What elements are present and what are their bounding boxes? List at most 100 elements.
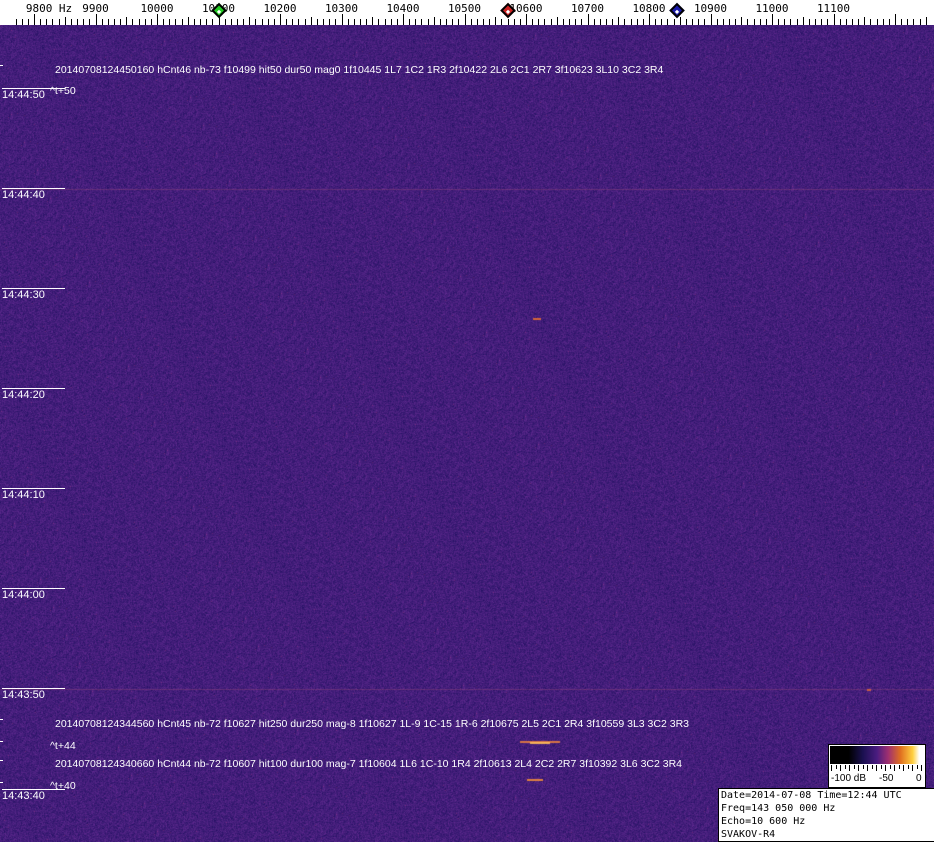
axis-tick (643, 19, 644, 25)
frequency-label: 11000 (755, 2, 789, 15)
axis-tick (797, 19, 798, 25)
axis-tick (409, 19, 410, 25)
axis-tick (243, 19, 244, 25)
frequency-label: 10600 (509, 2, 543, 15)
axis-tick (495, 17, 496, 25)
axis-tick (815, 19, 816, 25)
frequency-label: 9900 (82, 2, 109, 15)
axis-tick (624, 19, 625, 25)
axis-tick (477, 19, 478, 25)
station-name: SVAKOV-R4 (721, 829, 776, 840)
echo-frequency: Echo=10 600 Hz (721, 816, 806, 827)
axis-tick (913, 19, 914, 25)
scale-tick (885, 765, 886, 771)
frequency-label: 10200 (263, 2, 297, 15)
axis-tick (717, 19, 718, 25)
axis-tick (71, 19, 72, 25)
axis-tick (342, 14, 343, 25)
frequency-label: 10400 (386, 2, 420, 15)
scale-tick (903, 765, 904, 771)
blue-marker[interactable] (668, 2, 685, 19)
frequency-label: 9800 Hz (25, 2, 73, 15)
scale-tick (889, 765, 891, 769)
detection-annotation: 20140708124450160 hCnt46 nb-73 f10499 hi… (55, 64, 664, 76)
axis-tick (821, 19, 822, 25)
axis-tick (465, 14, 466, 25)
axis-tick (440, 19, 441, 25)
axis-tick (151, 19, 152, 25)
axis-tick (415, 19, 416, 25)
scale-label: -100 dB (831, 773, 867, 784)
axis-tick (612, 19, 613, 25)
axis-tick (920, 19, 921, 25)
axis-tick (575, 19, 576, 25)
frequency-label: 10000 (140, 2, 174, 15)
scale-tick (844, 765, 846, 769)
axis-tick (852, 19, 853, 25)
scale-tick (871, 765, 873, 769)
scale-tick (880, 765, 882, 769)
axis-tick (335, 19, 336, 25)
axis-tick (194, 19, 195, 25)
axis-tick (729, 19, 730, 25)
frequency-label: 10900 (693, 2, 728, 15)
axis-tick (385, 19, 386, 25)
axis-tick (803, 17, 804, 25)
frequency-label: 10800 (632, 2, 666, 15)
time-label: 14:44:00 (2, 588, 65, 601)
axis-tick (895, 14, 896, 25)
axis-tick (348, 19, 349, 25)
time-label: 14:44:30 (2, 288, 65, 301)
scale-tick (853, 765, 855, 769)
time-label: 14:43:50 (2, 688, 65, 701)
axis-tick (858, 19, 859, 25)
axis-tick (83, 19, 84, 25)
scale-label: 0 (916, 773, 922, 784)
axis-tick (59, 19, 60, 25)
axis-tick (594, 19, 595, 25)
axis-tick (163, 19, 164, 25)
axis-tick (870, 19, 871, 25)
axis-tick (452, 19, 453, 25)
axis-tick (741, 17, 742, 25)
axis-tick (237, 19, 238, 25)
axis-tick (157, 14, 158, 25)
date-time: Date=2014-07-08 Time=12:44 UTC (721, 790, 902, 801)
axis-tick (108, 19, 109, 25)
axis-tick (889, 19, 890, 25)
axis-tick (532, 19, 533, 25)
axis-tick (22, 19, 23, 25)
scale-tick (831, 765, 832, 771)
axis-tick (126, 17, 127, 25)
axis-tick (501, 19, 502, 25)
axis-tick (680, 17, 681, 25)
axis-tick (40, 19, 41, 25)
axis-tick (96, 14, 97, 25)
time-offset-label: ^t+44 (50, 740, 76, 752)
time-label: 14:44:10 (2, 488, 65, 501)
axis-tick (397, 19, 398, 25)
frequency-label: 10300 (324, 2, 359, 15)
time-label: 14:43:40 (2, 789, 65, 802)
axis-tick (581, 19, 582, 25)
axis-tick (827, 19, 828, 25)
scale-tick (849, 765, 850, 771)
frequency-label: 11100 (816, 2, 851, 15)
info-box: Date=2014-07-08 Time=12:44 UTC Freq=143 … (718, 788, 934, 842)
axis-tick (544, 19, 545, 25)
axis-tick (760, 19, 761, 25)
axis-tick (255, 19, 256, 25)
axis-tick (102, 19, 103, 25)
axis-tick (606, 19, 607, 25)
axis-tick (298, 19, 299, 25)
axis-tick (754, 19, 755, 25)
axis-tick (520, 19, 521, 25)
axis-tick (538, 19, 539, 25)
axis-tick (508, 19, 509, 25)
axis-tick (655, 19, 656, 25)
axis-tick (206, 19, 207, 25)
frequency-axis: 9800 Hz990010000101001020010300104001050… (0, 0, 934, 25)
axis-tick (723, 19, 724, 25)
axis-tick (631, 19, 632, 25)
axis-tick (77, 19, 78, 25)
